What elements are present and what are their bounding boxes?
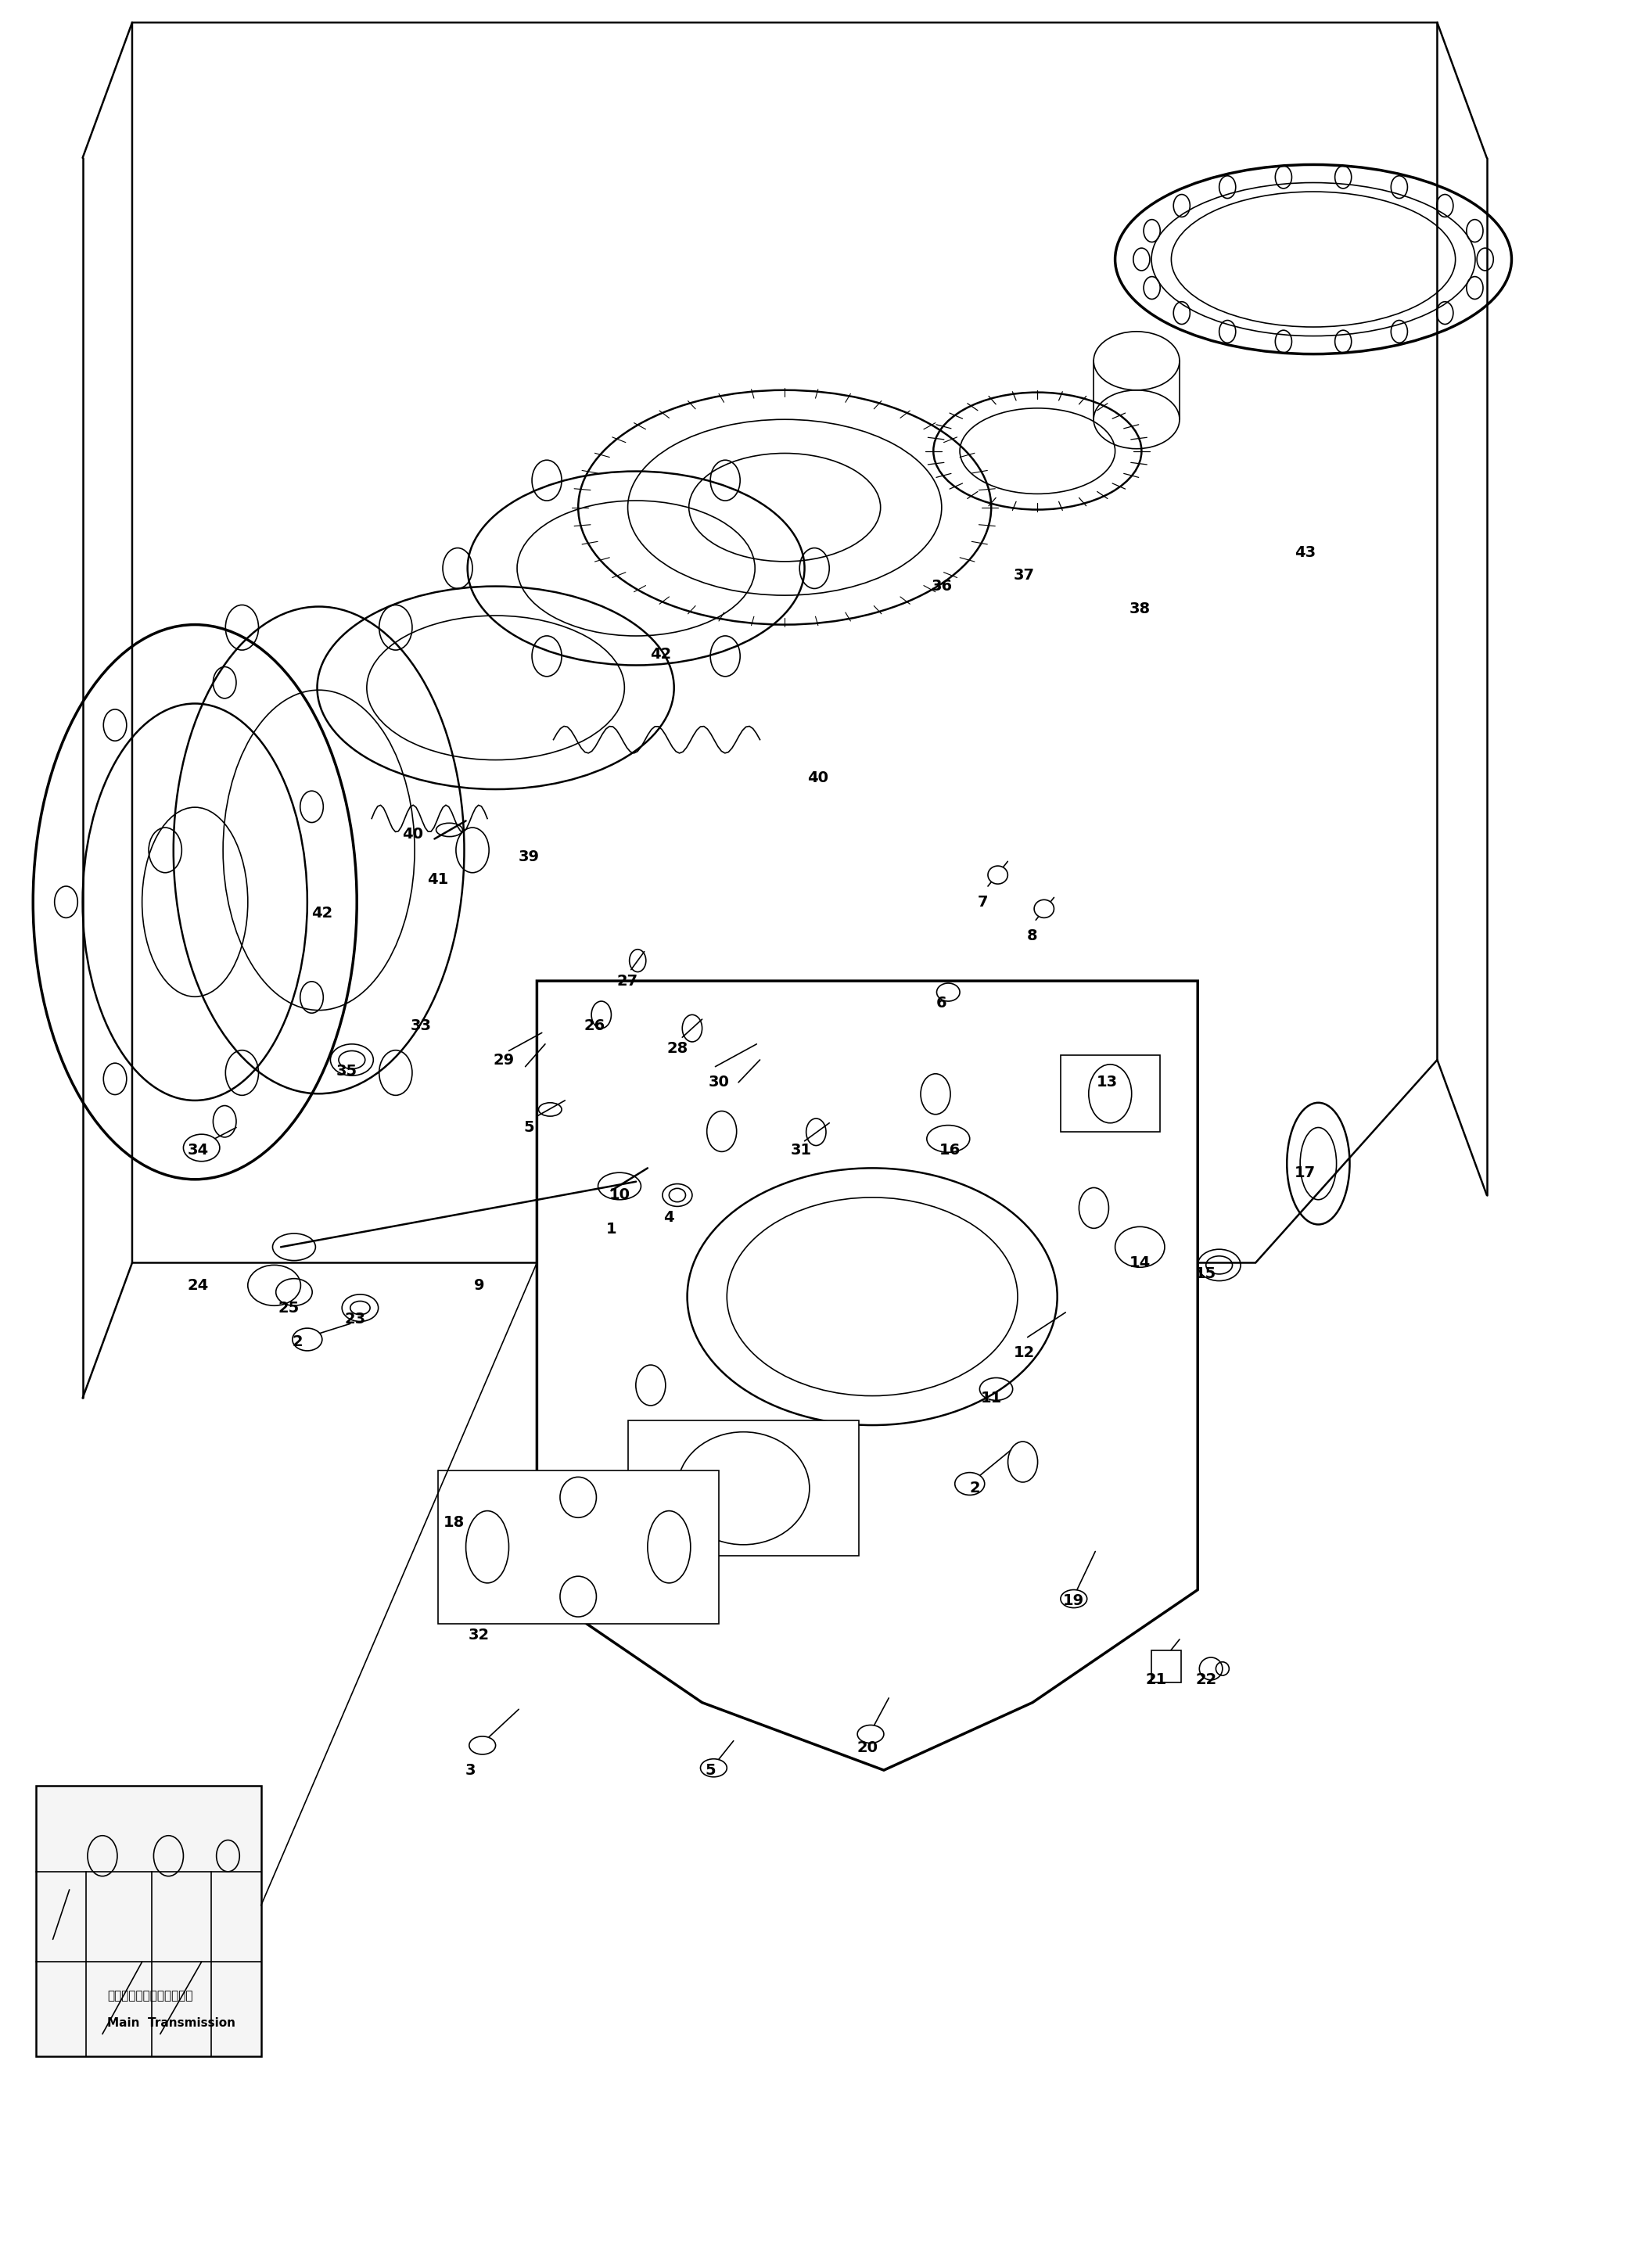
Text: 11: 11	[981, 1391, 1001, 1405]
Ellipse shape	[292, 1328, 322, 1351]
Polygon shape	[537, 981, 1198, 1770]
Text: 6: 6	[937, 997, 947, 1010]
Text: 24: 24	[188, 1279, 208, 1292]
Text: 29: 29	[494, 1053, 514, 1067]
Polygon shape	[438, 1470, 719, 1624]
Text: メイントランスミッション: メイントランスミッション	[107, 1989, 193, 2002]
Text: 14: 14	[1130, 1256, 1150, 1270]
Polygon shape	[628, 1421, 859, 1556]
Text: 19: 19	[1064, 1594, 1084, 1608]
Text: 18: 18	[444, 1515, 464, 1529]
Text: 26: 26	[585, 1019, 605, 1033]
Text: Main  Transmission: Main Transmission	[107, 2016, 236, 2030]
Text: 7: 7	[978, 895, 988, 909]
Text: 13: 13	[1097, 1076, 1117, 1089]
Ellipse shape	[857, 1725, 884, 1743]
Text: 16: 16	[940, 1143, 960, 1157]
Text: 30: 30	[709, 1076, 729, 1089]
Text: 17: 17	[1295, 1166, 1315, 1179]
Text: 32: 32	[469, 1628, 489, 1642]
Text: 27: 27	[618, 974, 638, 988]
Ellipse shape	[1115, 1227, 1165, 1267]
Text: 38: 38	[1130, 602, 1150, 616]
Text: 9: 9	[474, 1279, 484, 1292]
Text: 37: 37	[1014, 568, 1034, 582]
Ellipse shape	[469, 1736, 496, 1754]
Ellipse shape	[988, 866, 1008, 884]
Ellipse shape	[700, 1759, 727, 1777]
Text: 25: 25	[279, 1301, 299, 1315]
Text: 40: 40	[403, 828, 423, 841]
Ellipse shape	[1034, 900, 1054, 918]
Text: 35: 35	[337, 1064, 357, 1078]
Text: 1: 1	[606, 1222, 616, 1236]
Text: 23: 23	[345, 1312, 365, 1326]
Ellipse shape	[955, 1473, 985, 1495]
Text: 42: 42	[312, 907, 332, 920]
Text: 2: 2	[970, 1482, 980, 1495]
Polygon shape	[1061, 1055, 1160, 1132]
Text: 10: 10	[610, 1188, 629, 1202]
Text: 20: 20	[857, 1741, 877, 1754]
Text: 43: 43	[1295, 546, 1315, 559]
Text: 12: 12	[1014, 1346, 1034, 1360]
Text: 2: 2	[292, 1335, 302, 1348]
Text: 31: 31	[791, 1143, 811, 1157]
Text: 8: 8	[1028, 929, 1037, 943]
Text: 28: 28	[667, 1042, 687, 1055]
Text: 15: 15	[1196, 1267, 1216, 1281]
Polygon shape	[1151, 1651, 1181, 1682]
Text: 34: 34	[188, 1143, 208, 1157]
Polygon shape	[36, 1786, 261, 2057]
Text: 42: 42	[651, 647, 671, 661]
Text: 4: 4	[664, 1211, 674, 1224]
Text: 36: 36	[932, 580, 952, 593]
Text: 21: 21	[1146, 1673, 1166, 1687]
Text: 40: 40	[808, 771, 828, 785]
Polygon shape	[132, 23, 1437, 1263]
Ellipse shape	[183, 1134, 220, 1161]
Ellipse shape	[1061, 1590, 1087, 1608]
Text: 33: 33	[411, 1019, 431, 1033]
Text: 5: 5	[524, 1121, 534, 1134]
Text: 5: 5	[705, 1763, 715, 1777]
Text: 3: 3	[466, 1763, 476, 1777]
Text: 41: 41	[428, 873, 448, 886]
Text: 39: 39	[519, 850, 539, 864]
Text: 22: 22	[1196, 1673, 1216, 1687]
